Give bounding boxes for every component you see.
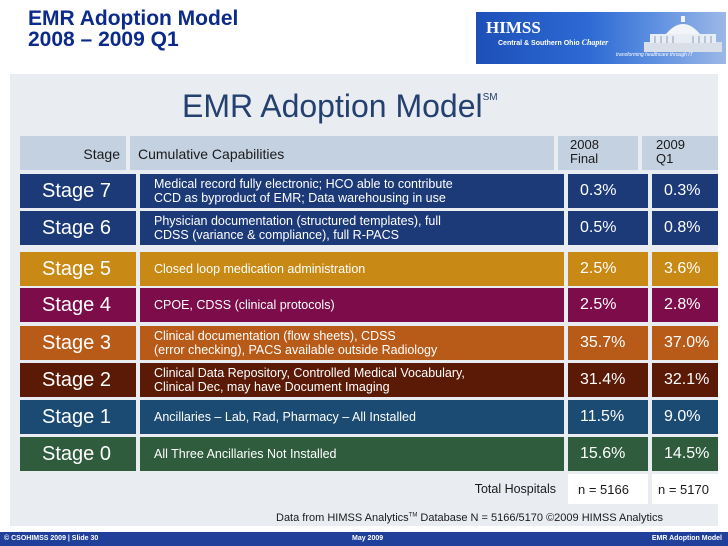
footer-date: May 2009: [352, 535, 384, 542]
stage-label: Stage 6: [20, 211, 136, 245]
column-header-2009-sub: Q1: [656, 151, 674, 166]
service-mark: SM: [482, 92, 498, 103]
value-2009: 0.3%: [652, 174, 718, 208]
capabilities-line1: Closed loop medication administration: [154, 262, 366, 276]
emr-adoption-table: EMR Adoption ModelSM Stage Cumulative Ca…: [10, 74, 718, 526]
total-hospitals-row: Total Hospitals n = 5166 n = 5170: [20, 474, 718, 504]
value-2008: 0.5%: [568, 211, 648, 245]
column-header-2009: 2009 Q1: [642, 136, 718, 170]
table-row-stage-1: Stage 1 Ancillaries – Lab, Rad, Pharmacy…: [20, 400, 718, 434]
capabilities: Closed loop medication administration: [140, 252, 564, 286]
table-row-stage-6: Stage 6 Physician documentation (structu…: [20, 211, 718, 245]
footer-right: EMR Adoption Model: [651, 535, 722, 542]
logo-brand: HIMSS: [486, 18, 541, 37]
logo-chapter-word: Chapter: [581, 38, 609, 47]
capabilities: Clinical Data Repository, Controlled Med…: [140, 363, 564, 397]
value-2009: 9.0%: [652, 400, 718, 434]
logo-tagline: transforming healthcare through IT: [616, 52, 693, 58]
stage-label: Stage 1: [20, 400, 136, 434]
capabilities-line1: Medical record fully electronic; HCO abl…: [154, 177, 453, 191]
source-post: Database N = 5166/5170 ©2009 HIMSS Analy…: [417, 512, 663, 524]
stage-label: Stage 2: [20, 363, 136, 397]
capabilities: Physician documentation (structured temp…: [140, 211, 564, 245]
capabilities-line1: CPOE, CDSS (clinical protocols): [154, 298, 335, 312]
logo-chapter-name: Central & Southern Ohio: [498, 40, 580, 47]
panel-heading-text: EMR Adoption Model: [182, 88, 483, 124]
value-2008: 2.5%: [568, 288, 648, 322]
column-header-2009-year: 2009: [656, 137, 685, 152]
capabilities-line1: All Three Ancillaries Not Installed: [154, 447, 337, 461]
stage-label: Stage 7: [20, 174, 136, 208]
column-header-capabilities: Cumulative Capabilities: [130, 136, 554, 170]
table-row-stage-5: Stage 5 Closed loop medication administr…: [20, 252, 718, 286]
value-2009: 3.6%: [652, 252, 718, 286]
capabilities: Clinical documentation (flow sheets), CD…: [140, 326, 564, 360]
value-2009: 37.0%: [652, 326, 718, 360]
capabilities-line2: CCD as byproduct of EMR; Data warehousin…: [154, 191, 446, 205]
value-2008: 0.3%: [568, 174, 648, 208]
column-header-stage: Stage: [20, 136, 126, 170]
stage-label: Stage 3: [20, 326, 136, 360]
stage-label: Stage 5: [20, 252, 136, 286]
capabilities: CPOE, CDSS (clinical protocols): [140, 288, 564, 322]
capabilities-line1: Ancillaries – Lab, Rad, Pharmacy – All I…: [154, 410, 416, 424]
total-2009: n = 5170: [652, 474, 718, 504]
source-note: Data from HIMSS AnalyticsTM Database N =…: [276, 512, 663, 524]
capabilities-line1: Clinical Data Repository, Controlled Med…: [154, 366, 465, 380]
trademark: TM: [408, 512, 418, 519]
table-row-stage-0: Stage 0 All Three Ancillaries Not Instal…: [20, 437, 718, 471]
footer-left: © CSOHIMSS 2009 | Slide 30: [4, 535, 99, 542]
value-2008: 35.7%: [568, 326, 648, 360]
total-blank-cell: [20, 474, 136, 504]
column-header-2008-sub: Final: [570, 151, 599, 166]
capabilities-line2: Clinical Dec, may have Document Imaging: [154, 380, 390, 394]
value-2009: 14.5%: [652, 437, 718, 471]
capabilities: All Three Ancillaries Not Installed: [140, 437, 564, 471]
value-2009: 0.8%: [652, 211, 718, 245]
source-pre: Data from HIMSS Analytics: [276, 512, 409, 524]
capabilities-line2: (error checking), PACS available outside…: [154, 343, 438, 357]
value-2008: 15.6%: [568, 437, 648, 471]
table-row-stage-4: Stage 4 CPOE, CDSS (clinical protocols) …: [20, 288, 718, 322]
himss-chapter-logo: HIMSS Central & Southern Ohio Chapter tr…: [476, 12, 726, 64]
capabilities: Medical record fully electronic; HCO abl…: [140, 174, 564, 208]
slide-title: EMR Adoption Model 2008 – 2009 Q1: [28, 8, 238, 50]
stage-label: Stage 0: [20, 437, 136, 471]
slide-title-line2: 2008 – 2009 Q1: [28, 28, 179, 51]
capabilities: Ancillaries – Lab, Rad, Pharmacy – All I…: [140, 400, 564, 434]
logo-chapter: Central & Southern Ohio Chapter: [498, 38, 608, 47]
capabilities-line2: CDSS (variance & compliance), full R-PAC…: [154, 228, 399, 242]
capitol-dome-icon: [644, 16, 722, 52]
value-2009: 2.8%: [652, 288, 718, 322]
value-2009: 32.1%: [652, 363, 718, 397]
value-2008: 11.5%: [568, 400, 648, 434]
column-header-2008-year: 2008: [570, 137, 599, 152]
slide-title-line1: EMR Adoption Model: [28, 7, 239, 30]
value-2008: 31.4%: [568, 363, 648, 397]
table-row-stage-2: Stage 2 Clinical Data Repository, Contro…: [20, 363, 718, 397]
total-2008: n = 5166: [568, 474, 648, 504]
stage-label: Stage 4: [20, 288, 136, 322]
table-row-stage-7: Stage 7 Medical record fully electronic;…: [20, 174, 718, 208]
value-2008: 2.5%: [568, 252, 648, 286]
capabilities-line1: Clinical documentation (flow sheets), CD…: [154, 329, 396, 343]
column-header-2008: 2008 Final: [558, 136, 638, 170]
total-label: Total Hospitals: [140, 474, 564, 504]
capabilities-line1: Physician documentation (structured temp…: [154, 214, 441, 228]
slide-footer: © CSOHIMSS 2009 | Slide 30 May 2009 EMR …: [0, 532, 728, 546]
table-row-stage-3: Stage 3 Clinical documentation (flow she…: [20, 326, 718, 360]
panel-heading: EMR Adoption ModelSM: [182, 88, 498, 125]
